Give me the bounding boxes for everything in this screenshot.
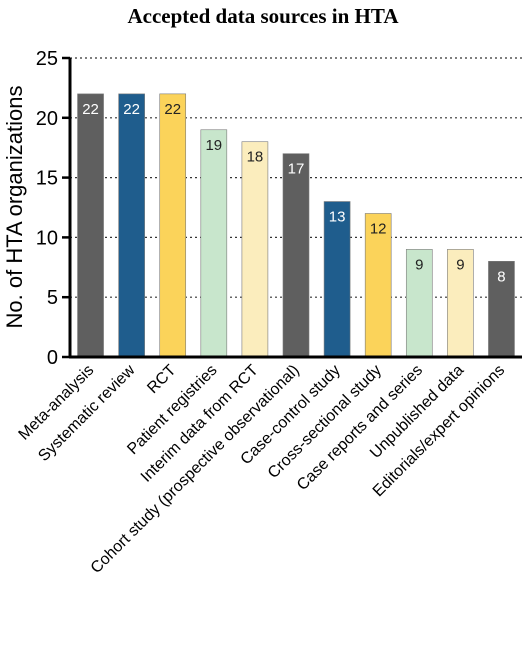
data-label: 18	[247, 149, 264, 166]
bar	[405, 249, 433, 358]
data-label: 9	[415, 256, 423, 273]
data-label: 13	[329, 209, 346, 226]
bar	[447, 249, 474, 358]
x-tick-label: RCT	[144, 362, 179, 397]
y-axis-label: No. of HTA organizations	[2, 86, 27, 329]
data-label: 22	[82, 101, 99, 118]
y-tick-label: 25	[36, 48, 58, 70]
y-ticks: 0 5 10 15 20 25	[36, 48, 70, 369]
data-label: 22	[123, 101, 140, 118]
data-label: 19	[205, 137, 222, 154]
bar	[77, 93, 104, 358]
bar	[488, 261, 515, 358]
axes	[68, 58, 522, 359]
data-labels: 22 22 22 19 18 17 13 12 9 9 8	[82, 101, 505, 285]
bars	[77, 93, 515, 358]
data-label: 8	[497, 268, 505, 285]
bar	[241, 141, 269, 358]
bar	[282, 153, 310, 358]
bar	[323, 201, 351, 358]
chart-title: Accepted data sources in HTA	[127, 4, 399, 28]
y-tick-label: 5	[47, 287, 58, 309]
data-label: 12	[370, 220, 387, 237]
data-label: 22	[164, 101, 181, 118]
data-label: 9	[456, 256, 464, 273]
bar	[159, 93, 187, 358]
y-tick-label: 20	[36, 108, 58, 130]
bar	[364, 213, 392, 358]
bar	[118, 93, 145, 358]
data-label: 17	[288, 161, 305, 178]
y-tick-label: 15	[36, 168, 58, 190]
y-tick-label: 0	[47, 347, 58, 369]
bar	[200, 129, 228, 358]
y-tick-label: 10	[36, 227, 58, 249]
